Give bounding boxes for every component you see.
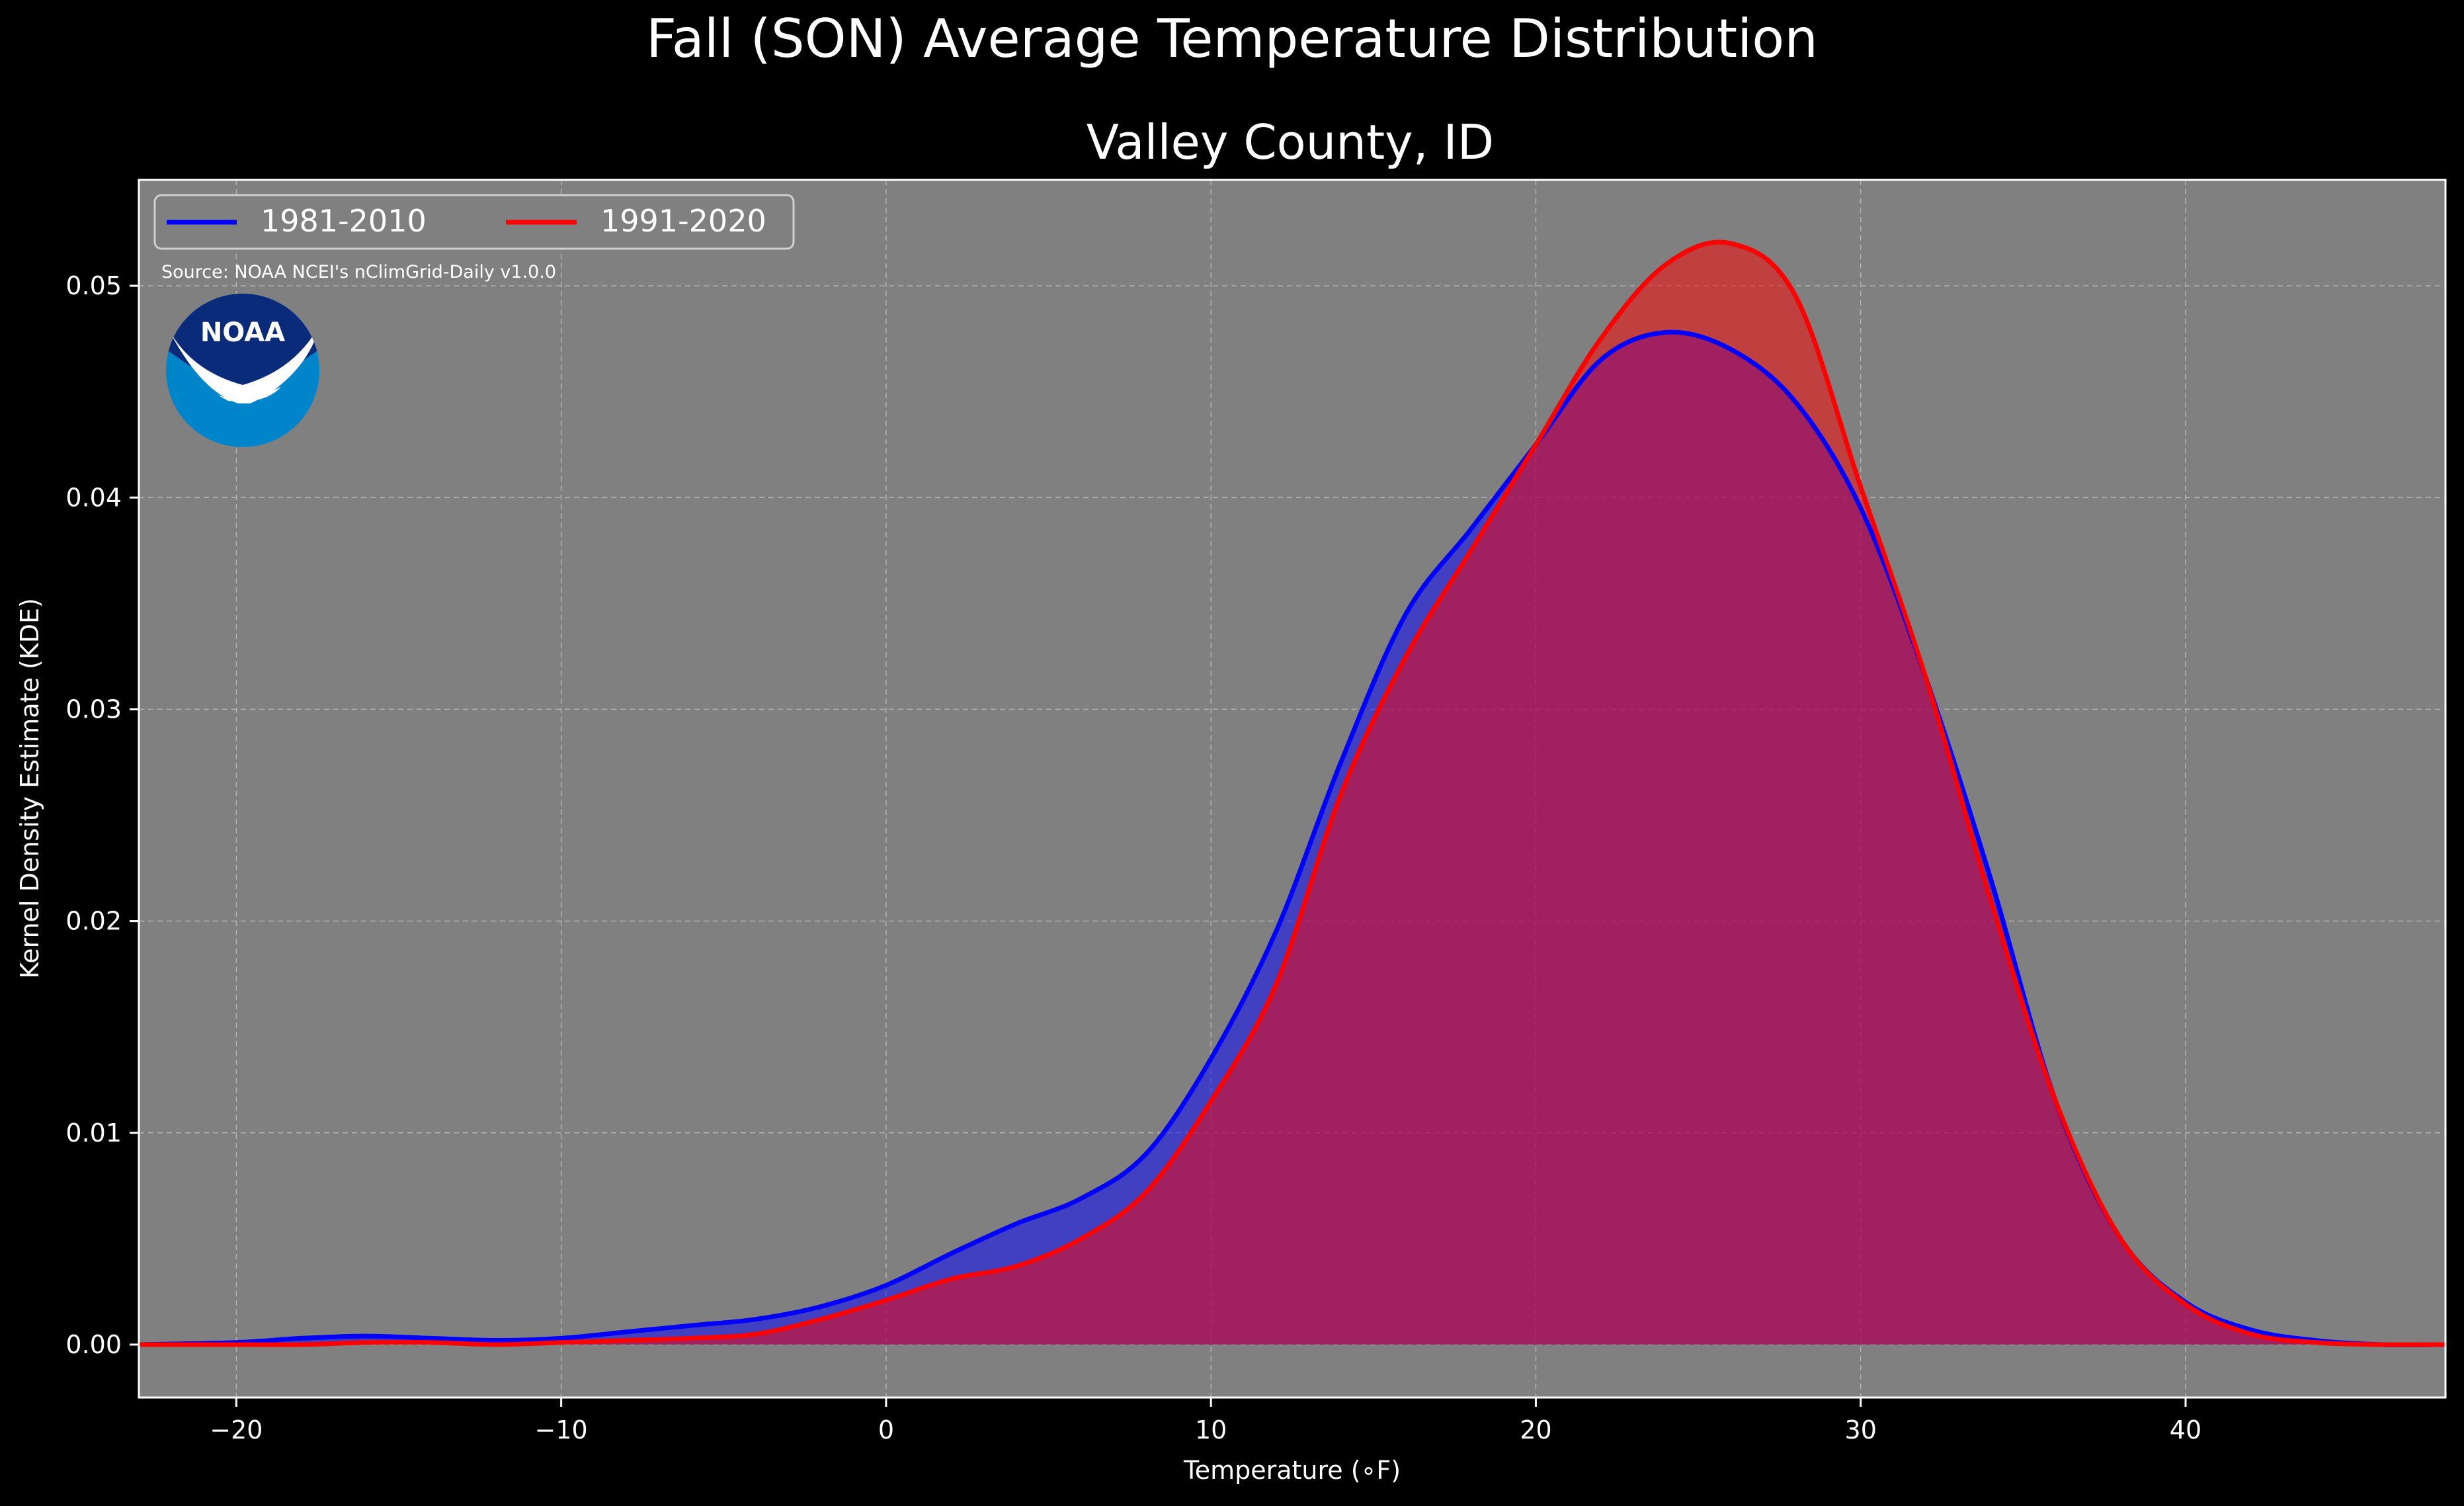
x-tick-label: 40 bbox=[2170, 1415, 2201, 1444]
y-tick-label: 0.04 bbox=[65, 483, 122, 512]
y-tick-label: 0.05 bbox=[65, 271, 122, 300]
y-tick-label: 0.00 bbox=[65, 1330, 122, 1359]
x-tick-label: 0 bbox=[878, 1415, 894, 1444]
chart-title: Fall (SON) Average Temperature Distribut… bbox=[646, 8, 1818, 69]
x-tick-label: −20 bbox=[210, 1415, 263, 1444]
legend: 1981-2010 1991-2020 bbox=[153, 194, 795, 250]
series-area-1991-2020 bbox=[139, 241, 2445, 1345]
x-tick-label: −10 bbox=[535, 1415, 588, 1444]
y-axis: 0.00 0.01 0.02 0.03 0.04 0.05 bbox=[65, 271, 139, 1359]
x-axis: −20 −10 0 10 20 30 40 bbox=[210, 1398, 2201, 1444]
series-layer bbox=[139, 239, 2445, 1347]
y-tick-label: 0.03 bbox=[65, 694, 122, 724]
x-axis-label: Temperature (∘F) bbox=[1183, 1456, 1401, 1485]
y-axis-label: Kernel Density Estimate (KDE) bbox=[15, 598, 44, 979]
noaa-logo-text: NOAA bbox=[200, 317, 285, 348]
y-tick-label: 0.01 bbox=[65, 1118, 122, 1148]
x-tick-label: 10 bbox=[1195, 1415, 1227, 1444]
legend-label-1981-2010: 1981-2010 bbox=[261, 203, 427, 239]
legend-box bbox=[153, 194, 795, 250]
chart-subtitle: Valley County, ID bbox=[1087, 114, 1494, 170]
plot-frame bbox=[138, 179, 2447, 1399]
series-line-1991-2020 bbox=[139, 239, 2445, 1347]
x-tick-label: 20 bbox=[1520, 1415, 1551, 1444]
y-tick-label: 0.02 bbox=[65, 907, 122, 936]
noaa-logo-icon: NOAA bbox=[166, 294, 319, 447]
legend-label-1991-2020: 1991-2020 bbox=[600, 203, 766, 239]
source-note: Source: NOAA NCEI's nClimGrid-Daily v1.0… bbox=[161, 262, 556, 282]
x-tick-label: 30 bbox=[1845, 1415, 1877, 1444]
